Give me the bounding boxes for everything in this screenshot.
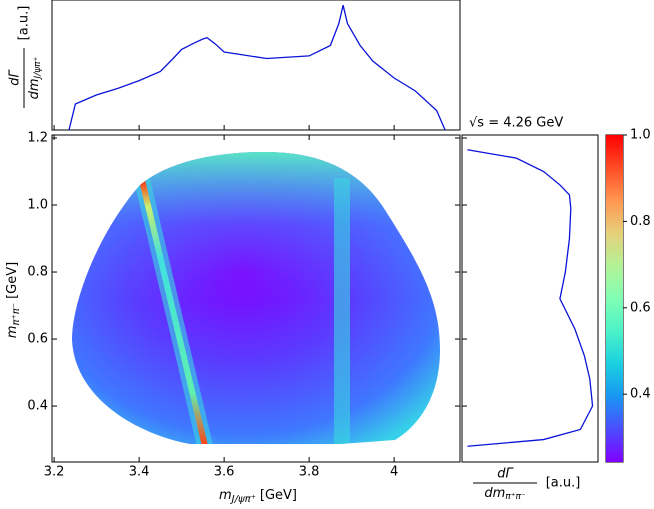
projection-line <box>68 5 446 131</box>
y-tick-label: 1.2 <box>27 131 48 146</box>
label-unit: [a.u.] <box>546 476 581 491</box>
top-frame <box>51 0 461 131</box>
right-x-label: dΓ dmπ⁺π⁻ [a.u.] <box>473 467 580 502</box>
label-denominator: dmπ⁺π⁻ <box>484 486 526 502</box>
colorbar-tick-label: 0.6 <box>630 300 651 315</box>
x-tick-label: 3.2 <box>44 465 65 480</box>
colorbar-tick-label: 0.4 <box>630 387 651 402</box>
label-unit: [a.u.] <box>17 6 32 41</box>
x-tick-label: 3.6 <box>214 465 235 480</box>
density-map <box>72 152 440 444</box>
y-tick-label: 1.0 <box>27 198 48 213</box>
y-tick-label: 0.4 <box>27 399 48 414</box>
label-denominator: dmJ/ψπ⁺ <box>27 56 43 99</box>
annotation: √s = 4.26 GeV <box>469 116 563 131</box>
colorbar-tick-label: 0.8 <box>630 214 651 229</box>
top-y-label: dΓ dmJ/ψπ⁺ [a.u.] <box>8 6 43 108</box>
label-numerator: dΓ <box>497 467 514 482</box>
y-axis-label: mπ⁺π⁻[GeV] <box>5 262 23 338</box>
x-tick-label: 3.4 <box>129 465 150 480</box>
x-tick-label: 3.8 <box>299 465 320 480</box>
projection-line <box>467 149 594 447</box>
colorbar <box>606 135 623 462</box>
colorbar-tick-label: 1.0 <box>630 128 651 143</box>
main-frame <box>51 134 461 463</box>
x-tick-label: 4 <box>390 465 398 480</box>
x-axis-label: mJ/ψπ⁺ [GeV] <box>219 488 297 506</box>
y-tick-label: 0.6 <box>27 332 48 347</box>
right-frame <box>461 134 599 463</box>
y-tick-label: 0.8 <box>27 265 48 280</box>
label-numerator: dΓ <box>8 68 23 85</box>
